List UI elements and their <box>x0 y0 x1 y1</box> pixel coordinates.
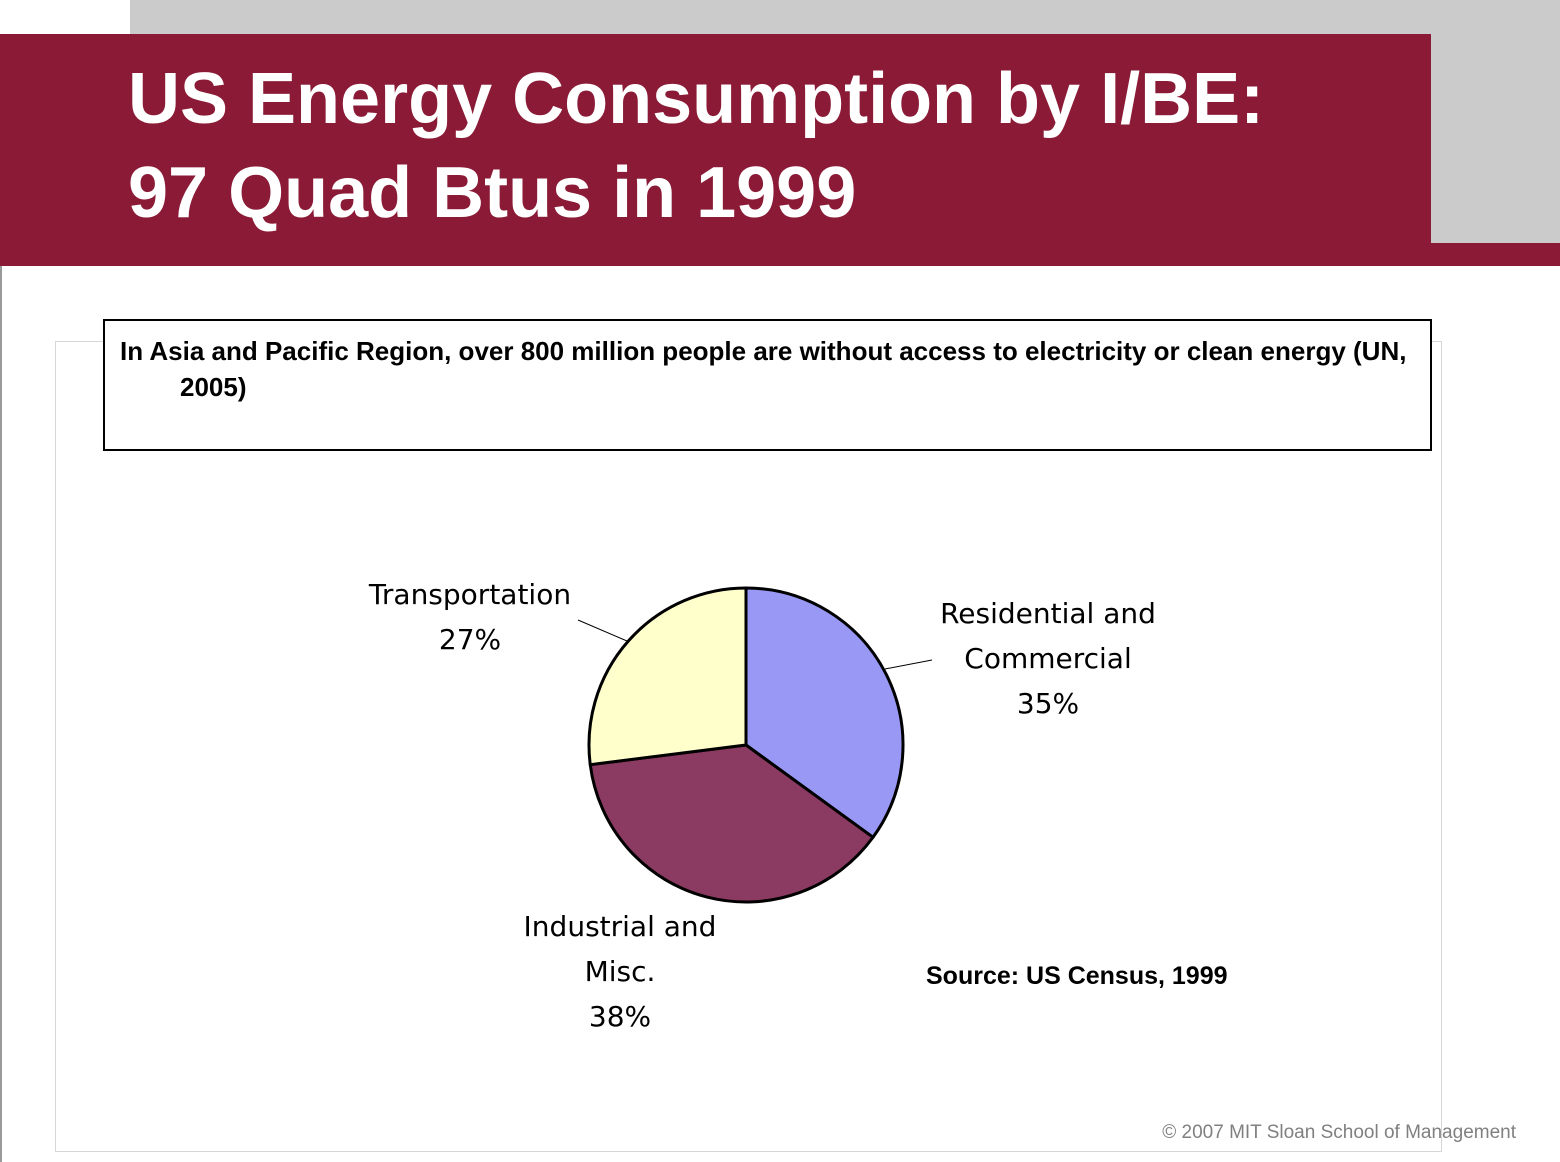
leader-line-1 <box>884 659 933 670</box>
slice-label-2: Industrial and Misc. 38% <box>524 910 717 1033</box>
slice-label-line: 27% <box>439 623 501 656</box>
source-note: Source: US Census, 1999 <box>926 962 1228 990</box>
copyright-notice: © 2007 MIT Sloan School of Management <box>1162 1122 1516 1143</box>
callout-box: In Asia and Pacific Region, over 800 mil… <box>103 319 1432 451</box>
title-band <box>0 34 1431 266</box>
pie-slice-3 <box>587 586 748 767</box>
callout-text: In Asia and Pacific Region, over 800 mil… <box>120 336 1407 402</box>
slice-label-line: 38% <box>589 1000 651 1033</box>
slice-label-line: Industrial and <box>524 910 717 943</box>
slice-label-3: Transportation 27% <box>368 578 571 656</box>
pie-slice-2 <box>588 743 875 904</box>
slide-title-line-1: US Energy Consumption by I/BE: <box>128 59 1265 139</box>
slice-label-1: Residential and Commercial 35% <box>940 597 1156 720</box>
left-rule <box>0 266 2 1162</box>
slice-label-line: Commercial <box>964 642 1131 675</box>
slice-label-line: 35% <box>1017 687 1079 720</box>
slice-label-line: Residential and <box>940 597 1156 630</box>
slide-title: US Energy Consumption by I/BE: 97 Quad B… <box>128 52 1418 240</box>
pie-slice-1 <box>744 586 905 839</box>
slide-title-line-2: 97 Quad Btus in 1999 <box>128 153 857 233</box>
leader-line-3 <box>577 619 628 642</box>
title-band-extension <box>1431 243 1560 266</box>
slice-label-line: Misc. <box>585 955 656 988</box>
slice-label-line: Transportation <box>368 578 571 611</box>
